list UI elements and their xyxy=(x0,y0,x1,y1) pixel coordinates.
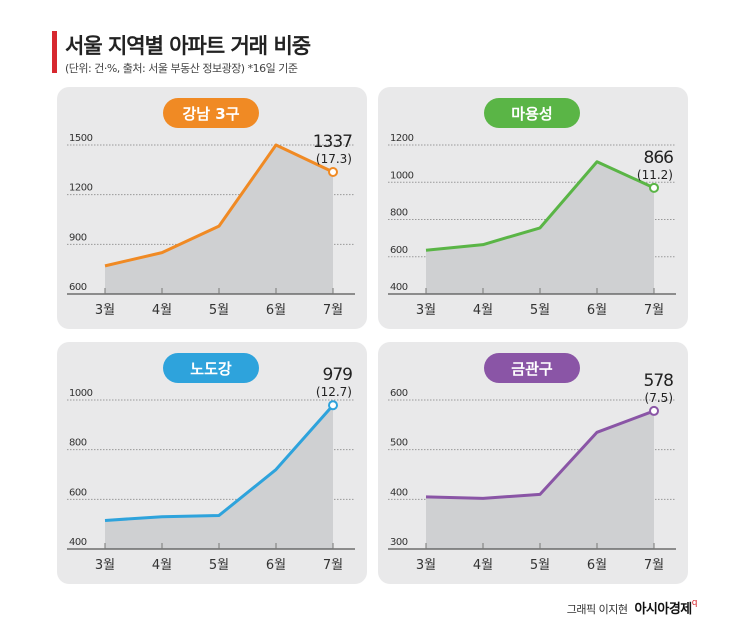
x-tick-label: 4월 xyxy=(473,303,493,318)
panel-title: 마용성 xyxy=(511,105,552,123)
y-tick-label: 900 xyxy=(69,232,87,243)
y-tick-label: 1500 xyxy=(69,133,93,144)
chart-svg: 노도강 400 600 800 1000 3월 4월 5월 6월 7월 979(12.7) xyxy=(67,353,355,573)
chart-svg: 금관구 300 400 500 600 3월 4월 5월 6월 7월 578(7.5) xyxy=(388,353,676,573)
x-tick-label: 7월 xyxy=(323,303,343,318)
x-tick-label: 6월 xyxy=(587,558,607,573)
x-tick-label: 5월 xyxy=(530,303,550,318)
last-point-marker xyxy=(328,166,338,177)
x-tick-label: 5월 xyxy=(209,558,229,573)
y-tick-label: 1000 xyxy=(69,388,93,399)
graphic-credit: 그래픽 이지현 xyxy=(566,603,628,616)
annotation-share: (7.5) xyxy=(645,391,673,405)
x-tick-label: 6월 xyxy=(266,558,286,573)
series-line xyxy=(425,160,655,252)
y-tick-label: 400 xyxy=(69,537,87,548)
y-tick-label: 500 xyxy=(390,438,408,449)
panel-title-pill xyxy=(163,98,259,128)
publisher-logo: 아시아경제 xyxy=(634,602,692,617)
annotation-value: 979 xyxy=(323,365,353,385)
y-tick-label: 400 xyxy=(390,487,408,498)
page-subtitle: (단위: 건·%, 출처: 서울 부동산 정보광장) *16일 기준 xyxy=(65,62,298,75)
logo-mark: q xyxy=(691,598,698,608)
annotation-value: 1337 xyxy=(313,132,352,152)
page-title: 서울 지역별 아파트 거래 비중 xyxy=(65,34,311,58)
chart-panel-gangnam: 강남 3구 600 900 1200 1500 3월 4월 5월 6월 7월 1337 (17.3) xyxy=(57,87,367,329)
x-tick-label: 3월 xyxy=(95,558,115,573)
y-tick-label: 600 xyxy=(69,282,87,293)
x-tick-label: 5월 xyxy=(530,558,550,573)
y-tick-label: 600 xyxy=(390,388,408,399)
series-line xyxy=(425,409,655,500)
area-fill xyxy=(105,405,333,549)
chart-panel-mayongseong: 마용성 400 600 800 1000 1200 3월 4월 5월 6월 7월 866 (11.2) xyxy=(378,87,688,329)
area-fill xyxy=(426,410,654,549)
x-tick-label: 4월 xyxy=(152,303,172,318)
chart-panel-geumgwangu: 금관구 300 400 500 600 3월 4월 5월 6월 7월 578 (7.5) xyxy=(378,342,688,584)
title-accent-bar xyxy=(52,31,57,73)
x-tick-label: 4월 xyxy=(473,558,493,573)
y-tick-label: 800 xyxy=(390,208,408,219)
panel-title-pill xyxy=(484,353,580,383)
y-tick-label: 600 xyxy=(390,245,408,256)
y-tick-label: 1200 xyxy=(69,183,93,194)
annotation-share: (11.2) xyxy=(637,168,673,182)
area-fill xyxy=(105,145,333,294)
x-tick-label: 3월 xyxy=(416,303,436,318)
panel-title-pill xyxy=(484,98,580,128)
x-tick-label: 7월 xyxy=(644,558,664,573)
annotation-value: 578 xyxy=(644,371,674,391)
annotation-value: 866 xyxy=(644,148,674,168)
annotation-share: (17.3) xyxy=(316,152,352,166)
chart-svg: 강남 3구 600 900 1200 1500 3월 4월 5월 6월 7월 1337(17.3) xyxy=(67,98,355,318)
last-point-marker xyxy=(328,400,338,411)
y-tick-label: 600 xyxy=(69,487,87,498)
x-tick-label: 7월 xyxy=(644,303,664,318)
chart-svg: 마용성 400 600 800 1000 1200 3월 4월 5월 6월 7월 866(11.2) xyxy=(388,98,676,318)
y-tick-label: 300 xyxy=(390,537,408,548)
y-tick-label: 800 xyxy=(69,438,87,449)
y-tick-label: 1200 xyxy=(390,133,414,144)
panel-title-pill xyxy=(163,353,259,383)
x-tick-label: 5월 xyxy=(209,303,229,318)
x-tick-label: 7월 xyxy=(323,558,343,573)
x-tick-label: 3월 xyxy=(416,558,436,573)
last-point-marker xyxy=(649,182,659,193)
y-tick-label: 1000 xyxy=(390,170,414,181)
x-tick-label: 6월 xyxy=(587,303,607,318)
x-tick-label: 3월 xyxy=(95,303,115,318)
x-tick-label: 4월 xyxy=(152,558,172,573)
annotation-share: (12.7) xyxy=(316,385,352,399)
chart-panel-nodogang: 노도강 400 600 800 1000 3월 4월 5월 6월 7월 979 (12.7) xyxy=(57,342,367,584)
series-line xyxy=(104,404,335,522)
series-line xyxy=(104,143,334,268)
last-point-marker xyxy=(649,405,659,416)
credit: 그래픽 이지현 아시아경제q xyxy=(566,598,698,617)
y-tick-label: 400 xyxy=(390,282,408,293)
panel-title: 금관구 xyxy=(511,360,553,378)
panel-title: 강남 3구 xyxy=(182,105,239,123)
panel-title: 노도강 xyxy=(190,360,232,378)
x-tick-label: 6월 xyxy=(266,303,286,318)
